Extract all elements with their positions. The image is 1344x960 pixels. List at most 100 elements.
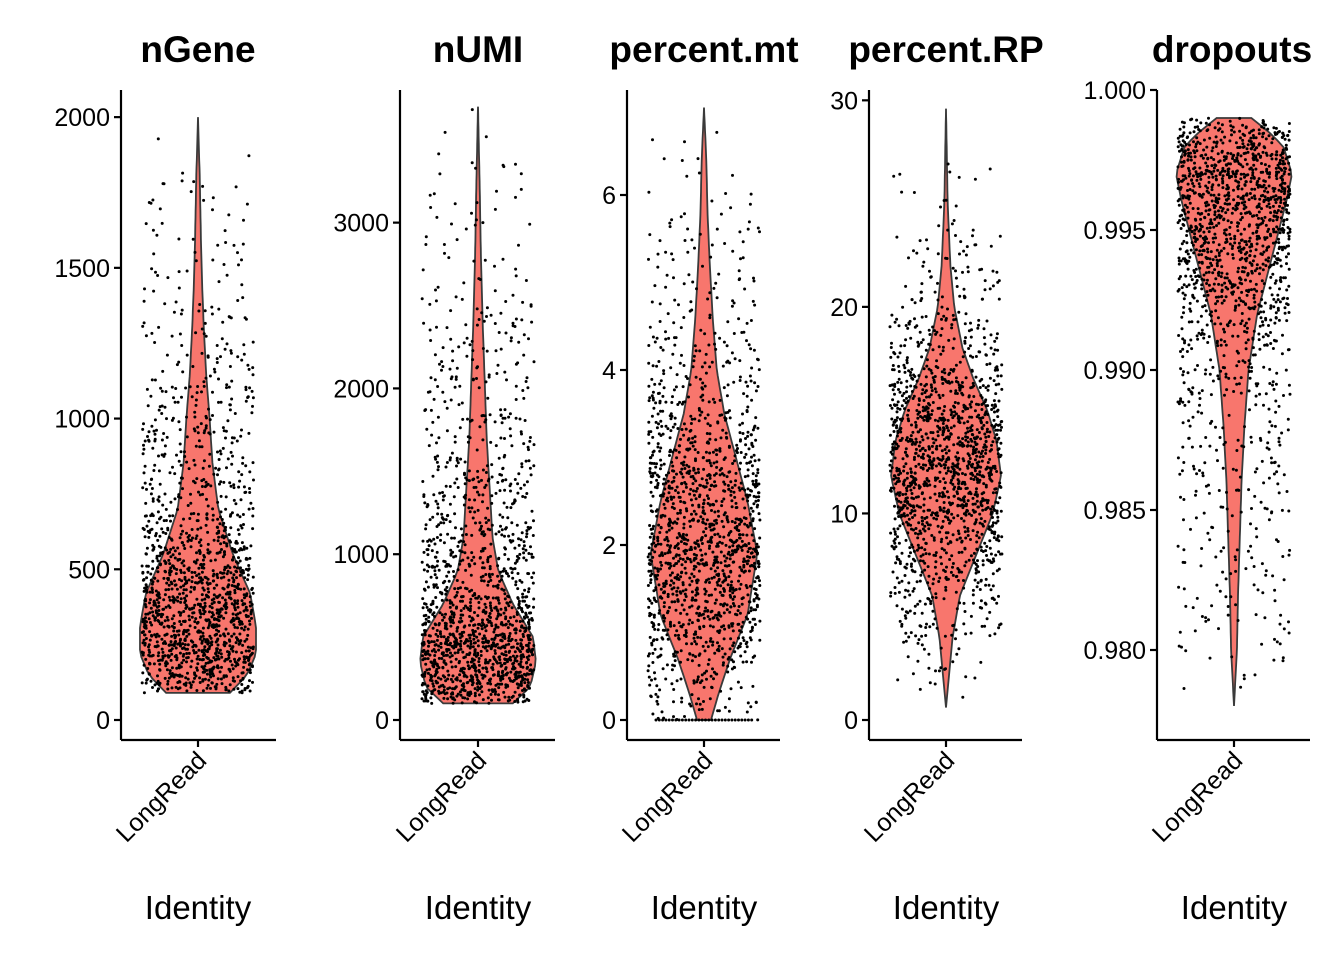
data-point	[206, 504, 210, 508]
data-point	[729, 569, 733, 573]
data-point	[440, 598, 444, 602]
data-point	[197, 439, 201, 443]
data-point	[1000, 552, 1004, 556]
panel-title: percent.mt	[609, 29, 798, 70]
data-point	[442, 615, 446, 619]
data-point	[651, 450, 655, 454]
data-point	[745, 394, 749, 398]
data-point	[484, 135, 488, 139]
data-point	[186, 677, 190, 681]
data-point	[739, 461, 742, 465]
data-point	[432, 537, 436, 541]
data-point	[142, 638, 146, 642]
data-point	[451, 618, 455, 622]
data-point	[229, 647, 233, 651]
data-point	[183, 450, 186, 454]
data-point	[671, 352, 675, 356]
data-point	[469, 660, 473, 664]
data-point	[150, 267, 154, 271]
data-point	[477, 601, 481, 604]
data-point	[456, 568, 460, 572]
data-point	[431, 599, 435, 603]
data-point	[731, 544, 735, 548]
data-point	[689, 545, 693, 549]
data-point	[695, 487, 699, 490]
data-point	[218, 670, 222, 674]
data-point	[714, 499, 718, 503]
data-point	[682, 364, 686, 367]
data-point	[525, 492, 529, 495]
data-point	[756, 576, 760, 580]
data-point	[656, 536, 660, 540]
data-point	[991, 440, 995, 444]
data-point	[707, 546, 711, 550]
data-point	[243, 660, 247, 664]
data-point	[238, 641, 242, 645]
data-point	[232, 498, 236, 502]
data-point	[991, 584, 995, 588]
data-point	[484, 629, 488, 633]
data-point	[151, 543, 155, 547]
data-point	[229, 571, 233, 575]
data-point	[501, 257, 505, 261]
data-point	[518, 579, 522, 582]
data-point	[718, 447, 722, 451]
data-point	[492, 630, 496, 634]
data-point	[694, 557, 698, 560]
data-point	[471, 358, 475, 362]
data-point	[461, 599, 464, 603]
data-point	[180, 579, 184, 583]
data-point	[522, 540, 526, 544]
data-point	[223, 229, 227, 233]
data-point	[524, 380, 528, 383]
data-point	[691, 482, 695, 486]
data-point	[228, 539, 232, 543]
data-point	[490, 523, 494, 527]
data-point	[726, 320, 730, 324]
data-point	[144, 334, 148, 338]
data-point	[211, 390, 214, 394]
data-point	[448, 599, 452, 603]
data-point	[190, 575, 194, 579]
data-point	[453, 481, 457, 485]
data-point	[692, 636, 696, 640]
data-point	[649, 471, 652, 475]
data-point	[503, 416, 507, 420]
data-point	[529, 473, 533, 477]
data-point	[222, 643, 226, 647]
data-point	[426, 649, 430, 653]
data-point	[427, 544, 431, 548]
data-point	[207, 590, 211, 594]
data-point	[498, 513, 502, 517]
data-point	[507, 595, 511, 599]
data-point	[669, 429, 673, 433]
data-point	[532, 519, 535, 523]
data-point	[672, 715, 675, 719]
data-point	[496, 564, 500, 568]
data-point	[246, 363, 250, 367]
data-point	[151, 198, 155, 202]
data-point	[185, 634, 189, 638]
data-point	[490, 637, 494, 641]
data-point	[956, 442, 960, 446]
data-point	[717, 612, 721, 616]
data-point	[233, 625, 237, 629]
data-point	[231, 454, 234, 458]
data-point	[725, 603, 729, 607]
data-point	[952, 443, 956, 447]
data-point	[239, 587, 243, 591]
data-point	[180, 308, 184, 312]
data-point	[484, 471, 488, 474]
data-point	[658, 449, 662, 453]
data-point	[747, 569, 751, 573]
jitter-points	[420, 108, 536, 705]
data-point	[529, 304, 533, 308]
data-point	[240, 671, 244, 675]
data-point	[247, 154, 251, 158]
data-point	[144, 597, 147, 601]
data-point	[522, 333, 526, 337]
data-point	[741, 533, 745, 537]
data-point	[709, 637, 713, 641]
data-point	[248, 386, 252, 390]
data-point	[743, 543, 747, 547]
